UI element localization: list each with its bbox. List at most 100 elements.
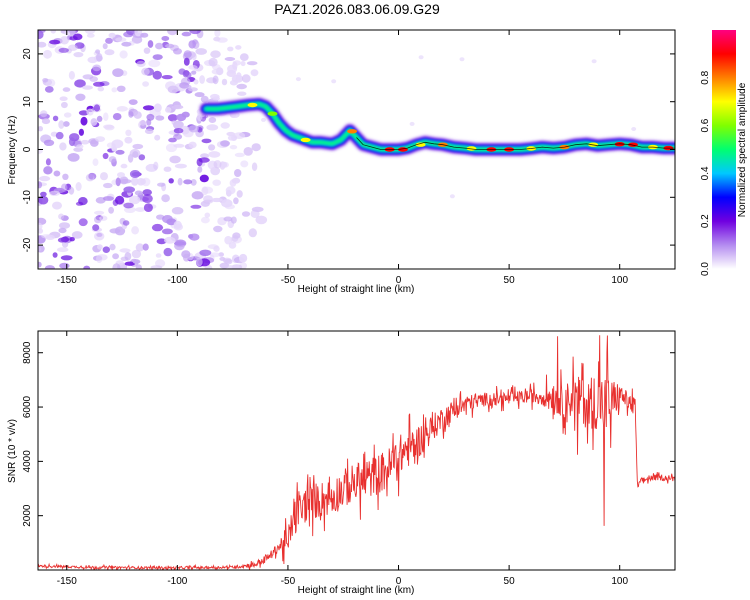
noise-blob xyxy=(97,244,103,250)
noise-blob xyxy=(102,196,114,201)
ridge-hotspot xyxy=(300,137,311,143)
noise-blob xyxy=(96,53,103,62)
noise-blob xyxy=(134,190,143,196)
noise-blob xyxy=(114,226,126,236)
noise-blob xyxy=(251,143,261,152)
noise-blob xyxy=(409,121,415,126)
noise-blob xyxy=(38,126,43,132)
noise-blob xyxy=(58,120,65,129)
noise-blob xyxy=(59,262,70,269)
noise-blob xyxy=(38,195,49,205)
noise-blob xyxy=(57,237,66,243)
noise-blob xyxy=(229,179,237,187)
snr-background xyxy=(38,331,675,570)
noise-blob xyxy=(241,211,251,217)
noise-blob xyxy=(52,201,62,210)
noise-blob xyxy=(233,132,246,140)
noise-blob xyxy=(131,249,142,259)
noise-blob xyxy=(165,143,178,153)
noise-blob xyxy=(119,50,128,59)
noise-blob xyxy=(40,191,47,197)
noise-blob xyxy=(207,244,219,250)
noise-blob xyxy=(144,128,154,134)
noise-blob xyxy=(209,252,221,258)
noise-blob xyxy=(201,216,210,224)
noise-blob xyxy=(240,160,249,168)
noise-blob xyxy=(201,138,212,144)
ridge-hotspot xyxy=(247,102,258,108)
noise-blob xyxy=(59,96,68,101)
noise-blob xyxy=(122,220,130,226)
noise-blob xyxy=(228,242,237,249)
colorbar-tick-label: 0.6 xyxy=(700,118,711,132)
noise-blob xyxy=(92,64,102,72)
noise-blob xyxy=(124,251,132,261)
noise-blob xyxy=(49,190,60,196)
noise-blob xyxy=(206,124,219,131)
noise-blob xyxy=(140,119,146,126)
colorbar-bar xyxy=(712,30,736,269)
noise-blob xyxy=(45,234,55,240)
noise-blob xyxy=(229,145,238,150)
noise-blob xyxy=(208,144,216,151)
colorbar-tick-label: 0.4 xyxy=(700,166,711,180)
noise-blob xyxy=(236,83,247,90)
noise-blob xyxy=(204,212,211,218)
noise-blob xyxy=(102,43,108,50)
noise-blob xyxy=(44,265,55,269)
noise-blob xyxy=(49,39,61,45)
noise-blob xyxy=(71,231,83,239)
noise-blob xyxy=(222,257,232,263)
noise-blob xyxy=(157,182,166,187)
noise-blob xyxy=(203,199,213,204)
colorbar-tick-label: 0.8 xyxy=(700,70,711,84)
noise-blob xyxy=(246,61,258,66)
noise-blob xyxy=(163,247,173,257)
noise-blob xyxy=(73,52,84,58)
noise-blob xyxy=(191,191,204,200)
y-tick-label: 0 xyxy=(22,146,33,152)
noise-blob xyxy=(239,253,248,263)
noise-blob xyxy=(232,60,242,66)
noise-blob xyxy=(631,127,637,131)
noise-blob xyxy=(96,115,103,122)
x-tick-label: 50 xyxy=(504,576,516,587)
noise-blob xyxy=(208,117,217,123)
noise-blob xyxy=(255,215,268,225)
noise-blob xyxy=(135,243,145,252)
noise-blob xyxy=(214,30,221,37)
noise-blob xyxy=(58,47,69,53)
x-tick-label: 50 xyxy=(504,275,516,286)
noise-blob xyxy=(224,57,236,61)
noise-blob xyxy=(86,33,95,38)
noise-blob xyxy=(237,91,247,96)
noise-blob xyxy=(193,79,199,85)
noise-blob xyxy=(119,248,131,253)
noise-blob xyxy=(131,177,139,186)
noise-blob xyxy=(90,139,99,147)
noise-blob xyxy=(153,161,159,170)
noise-blob xyxy=(115,149,125,155)
noise-blob xyxy=(183,50,192,58)
noise-blob xyxy=(103,124,114,129)
noise-blob xyxy=(53,170,61,177)
noise-blob xyxy=(61,101,68,109)
noise-blob xyxy=(591,59,597,64)
noise-blob xyxy=(152,54,163,60)
noise-blob xyxy=(60,255,73,261)
noise-blob xyxy=(62,173,69,180)
noise-blob xyxy=(67,153,80,162)
noise-blob xyxy=(188,141,197,149)
noise-blob xyxy=(39,175,51,182)
noise-blob xyxy=(108,32,116,38)
noise-blob xyxy=(153,103,162,113)
noise-blob xyxy=(42,78,49,83)
x-tick-label: -50 xyxy=(281,275,296,286)
noise-blob xyxy=(112,253,119,260)
noise-blob xyxy=(150,265,163,269)
noise-blob xyxy=(56,247,69,253)
noise-blob xyxy=(148,59,161,68)
noise-blob xyxy=(111,87,118,93)
noise-blob xyxy=(119,179,132,184)
